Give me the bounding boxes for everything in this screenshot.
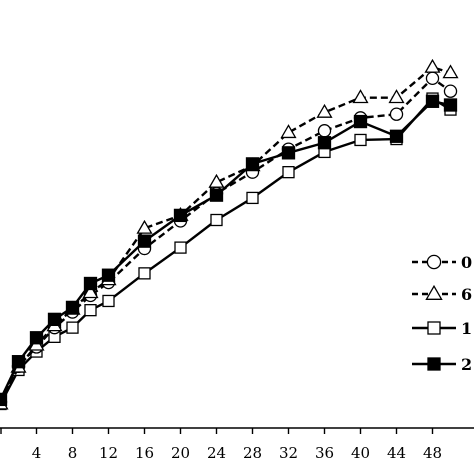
data-point <box>138 267 151 280</box>
data-point <box>317 124 332 138</box>
x-tick-label: 36 <box>315 444 334 462</box>
data-point <box>136 219 153 234</box>
data-point <box>316 103 333 118</box>
legend-label: 0 <box>461 253 472 272</box>
chart-series-layer <box>0 58 459 411</box>
legend-marker <box>426 254 442 270</box>
data-point <box>442 64 459 79</box>
data-point <box>0 392 8 407</box>
series-line <box>0 97 452 405</box>
legend-item: 6 <box>412 284 472 304</box>
data-point <box>209 188 224 202</box>
x-tick-label: 40 <box>351 444 370 462</box>
series-line <box>0 77 452 403</box>
data-point <box>280 124 297 139</box>
data-point <box>317 136 332 150</box>
legend-label: 2 <box>461 355 472 374</box>
x-tick-label: 48 <box>423 444 442 462</box>
data-point <box>82 284 99 299</box>
data-point <box>352 89 369 104</box>
data-point <box>173 208 188 223</box>
x-tick-label: 4 <box>32 444 42 462</box>
data-point <box>29 331 44 345</box>
data-point <box>353 114 368 129</box>
data-point <box>443 98 458 112</box>
x-tick-label: 16 <box>135 444 154 462</box>
data-point <box>66 321 79 334</box>
x-tick-label: 44 <box>387 444 406 462</box>
series-3 <box>0 92 457 411</box>
legend-item: 1 <box>412 319 472 338</box>
data-point <box>245 157 260 171</box>
data-point <box>282 166 295 179</box>
series-line <box>0 100 451 400</box>
data-point <box>443 84 458 98</box>
legend-label: 6 <box>461 285 472 304</box>
legend-marker <box>427 357 441 371</box>
data-point <box>389 107 404 121</box>
x-tick-label: 20 <box>171 444 190 462</box>
x-tick-label: 8 <box>68 444 78 462</box>
series-line <box>0 66 451 405</box>
data-point <box>210 213 223 227</box>
data-point <box>425 71 440 86</box>
series-1 <box>0 71 458 409</box>
series-2 <box>0 58 459 410</box>
data-point <box>101 268 116 282</box>
legend-marker <box>425 284 443 300</box>
legend-item: 0 <box>412 253 472 272</box>
x-tick-label: 32 <box>279 444 298 462</box>
x-tick-label: 12 <box>99 444 118 462</box>
data-point <box>388 89 405 104</box>
x-tick-label: 24 <box>207 444 226 462</box>
data-point <box>137 234 152 248</box>
data-point <box>354 133 367 147</box>
data-point <box>47 312 62 327</box>
data-point <box>83 276 98 291</box>
chart-axes: 4 8 12 16 20 24 28 32 36 40 44 48 <box>0 427 474 462</box>
data-point <box>246 191 259 205</box>
legend-label: 1 <box>461 319 472 338</box>
legend-marker <box>427 321 441 335</box>
data-point <box>11 355 26 369</box>
data-point <box>65 300 80 315</box>
data-point <box>281 146 296 160</box>
data-point <box>389 129 404 143</box>
data-point <box>424 58 441 73</box>
series-4 <box>0 94 458 407</box>
x-tick-label: 28 <box>243 444 262 462</box>
data-point <box>174 241 187 254</box>
data-point <box>208 173 225 188</box>
data-point <box>102 294 115 308</box>
data-point <box>425 94 440 108</box>
data-point <box>84 304 97 317</box>
legend-item: 2 <box>412 355 472 374</box>
